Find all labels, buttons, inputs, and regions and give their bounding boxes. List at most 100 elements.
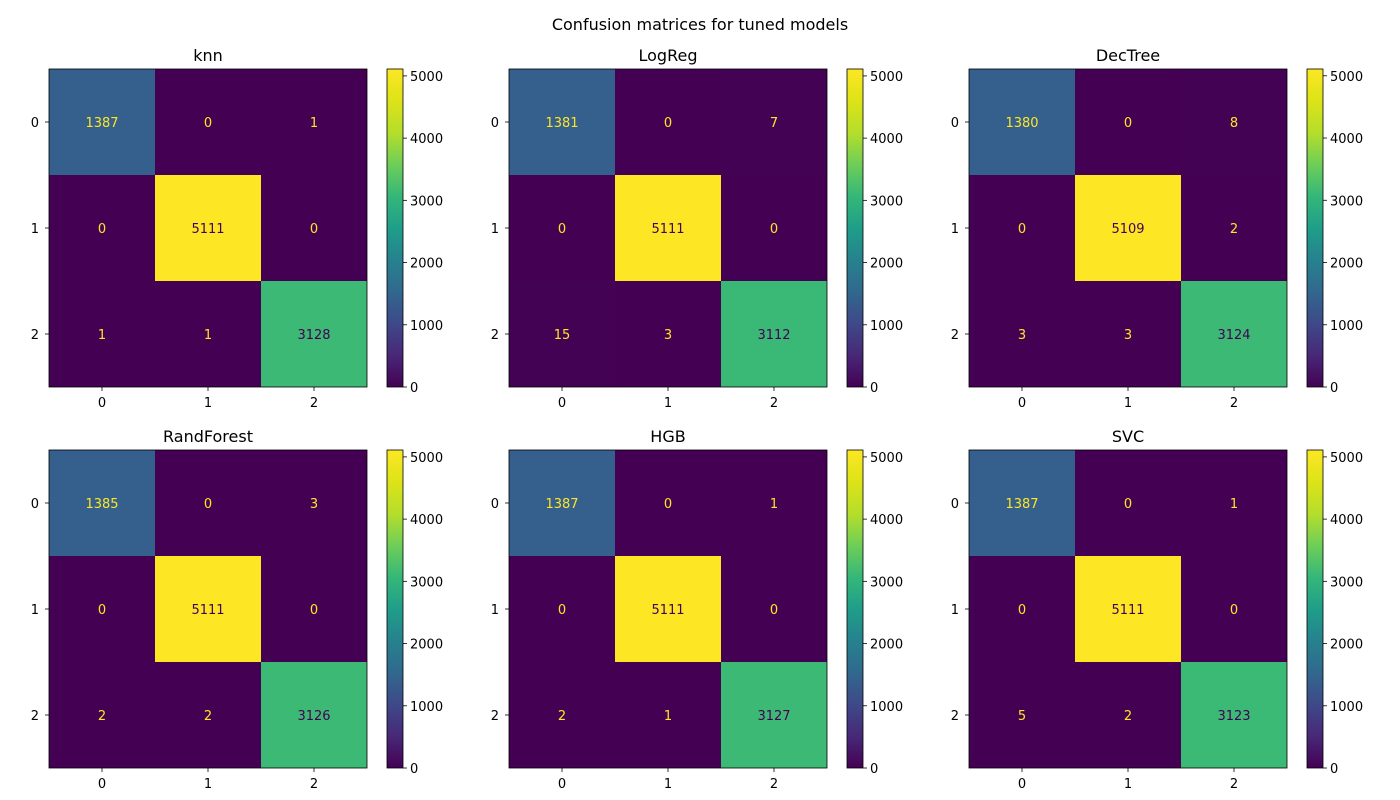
heatmap-cell — [721, 450, 827, 556]
heatmap-cell — [155, 556, 261, 662]
colorbar-tick-label: 4000 — [870, 132, 903, 147]
colorbar — [386, 449, 404, 769]
heatmap-cell — [49, 69, 155, 175]
panel-title: LogReg — [639, 46, 698, 65]
cell-value-label: 0 — [1230, 603, 1238, 618]
heatmap-cell — [615, 69, 721, 175]
heatmap-cell — [509, 69, 615, 175]
colorbar-tick-label: 0 — [870, 381, 878, 396]
colorbar-tick-label: 0 — [410, 381, 418, 396]
cell-value-label: 0 — [1018, 603, 1026, 618]
cell-value-label: 1 — [204, 328, 212, 343]
colorbar-tick-label: 1000 — [1330, 700, 1363, 715]
heatmap-cell — [155, 662, 261, 768]
colorbar-tick-label: 4000 — [870, 513, 903, 528]
heatmap-cell — [1181, 450, 1287, 556]
cell-value-label: 0 — [98, 603, 106, 618]
cell-value-label: 2 — [1124, 709, 1132, 724]
y-tick-label: 0 — [491, 497, 499, 512]
y-tick-label: 1 — [491, 222, 499, 237]
colorbar-tick-label: 1000 — [870, 700, 903, 715]
y-tick-label: 0 — [951, 497, 959, 512]
heatmap-cell — [721, 281, 827, 387]
cell-value-label: 0 — [1124, 116, 1132, 131]
heatmap-cell — [49, 281, 155, 387]
heatmap-cell — [49, 662, 155, 768]
colorbar — [386, 68, 404, 388]
y-tick-label: 2 — [951, 709, 959, 724]
x-tick-label: 1 — [1124, 777, 1132, 792]
colorbar — [1306, 68, 1324, 388]
y-tick-label: 2 — [491, 709, 499, 724]
cell-value-label: 7 — [770, 116, 778, 131]
y-tick-label: 2 — [951, 328, 959, 343]
x-tick-label: 0 — [558, 396, 566, 411]
y-tick-label: 2 — [491, 328, 499, 343]
cell-value-label: 0 — [664, 116, 672, 131]
heatmap-cell — [155, 175, 261, 281]
cell-value-label: 3 — [664, 328, 672, 343]
heatmap-cell — [1075, 450, 1181, 556]
colorbar-tick-label: 3000 — [1330, 575, 1363, 590]
cell-value-label: 1387 — [85, 116, 118, 131]
panel-title: DecTree — [1096, 46, 1160, 65]
heatmap-cell — [509, 281, 615, 387]
y-tick-label: 1 — [31, 603, 39, 618]
y-tick-label: 2 — [31, 328, 39, 343]
colorbar-tick-label: 3000 — [870, 575, 903, 590]
heatmap-cell — [1075, 281, 1181, 387]
heatmap-cell — [1181, 69, 1287, 175]
heatmap-cell — [1075, 662, 1181, 768]
colorbar-tick-label: 3000 — [870, 194, 903, 209]
colorbar-tick-label: 5000 — [870, 451, 903, 466]
colorbar-tick-label: 2000 — [870, 638, 903, 653]
heatmap-cell — [155, 281, 261, 387]
cell-value-label: 5111 — [651, 222, 684, 237]
heatmap-cell — [615, 450, 721, 556]
heatmap-cell — [261, 175, 367, 281]
colorbar-tick-label: 4000 — [1330, 513, 1363, 528]
heatmap-cell — [969, 281, 1075, 387]
colorbar-tick-label: 2000 — [1330, 257, 1363, 272]
cell-value-label: 5109 — [1111, 222, 1144, 237]
heatmap-cell — [509, 662, 615, 768]
x-tick-label: 1 — [204, 777, 212, 792]
cell-value-label: 8 — [1230, 116, 1238, 131]
heatmap-cell — [615, 175, 721, 281]
colorbar-tick-label: 2000 — [870, 257, 903, 272]
y-tick-label: 0 — [31, 497, 39, 512]
panel-title: RandForest — [163, 427, 253, 446]
y-tick-label: 2 — [31, 709, 39, 724]
cell-value-label: 2 — [558, 709, 566, 724]
cell-value-label: 3126 — [297, 709, 330, 724]
heatmap-cell — [49, 175, 155, 281]
heatmap-cell — [1181, 556, 1287, 662]
heatmap-cell — [721, 69, 827, 175]
colorbar-tick-label: 2000 — [1330, 638, 1363, 653]
x-tick-label: 2 — [1230, 777, 1238, 792]
cell-value-label: 5111 — [191, 222, 224, 237]
heatmap-cell — [1181, 175, 1287, 281]
cell-value-label: 3124 — [1217, 328, 1250, 343]
cell-value-label: 0 — [204, 116, 212, 131]
confusion-matrix-knn: knn 1387 0 1 0 5111 0 1 1 3128 0 1 2 0 1 2 0 1000 2000 3000… — [31, 46, 443, 411]
cell-value-label: 2 — [1230, 222, 1238, 237]
heatmap-cell — [49, 450, 155, 556]
colorbar-tick-label: 1000 — [410, 700, 443, 715]
heatmap-cell — [1075, 175, 1181, 281]
heatmap-cell — [969, 556, 1075, 662]
heatmap-cell — [155, 69, 261, 175]
x-tick-label: 2 — [310, 396, 318, 411]
heatmap-cell — [155, 450, 261, 556]
heatmap-cell — [1075, 69, 1181, 175]
cell-value-label: 2 — [204, 709, 212, 724]
heatmap-cell — [969, 450, 1075, 556]
x-tick-label: 0 — [98, 777, 106, 792]
confusion-matrix-dectree: DecTree 1380 0 8 0 5109 2 3 3 3124 0 1 2 0 1 2 0 1000 2000… — [951, 46, 1363, 411]
cell-value-label: 3 — [1124, 328, 1132, 343]
heatmap-cell — [615, 556, 721, 662]
colorbar-tick-label: 4000 — [410, 513, 443, 528]
heatmap-cell — [1181, 281, 1287, 387]
